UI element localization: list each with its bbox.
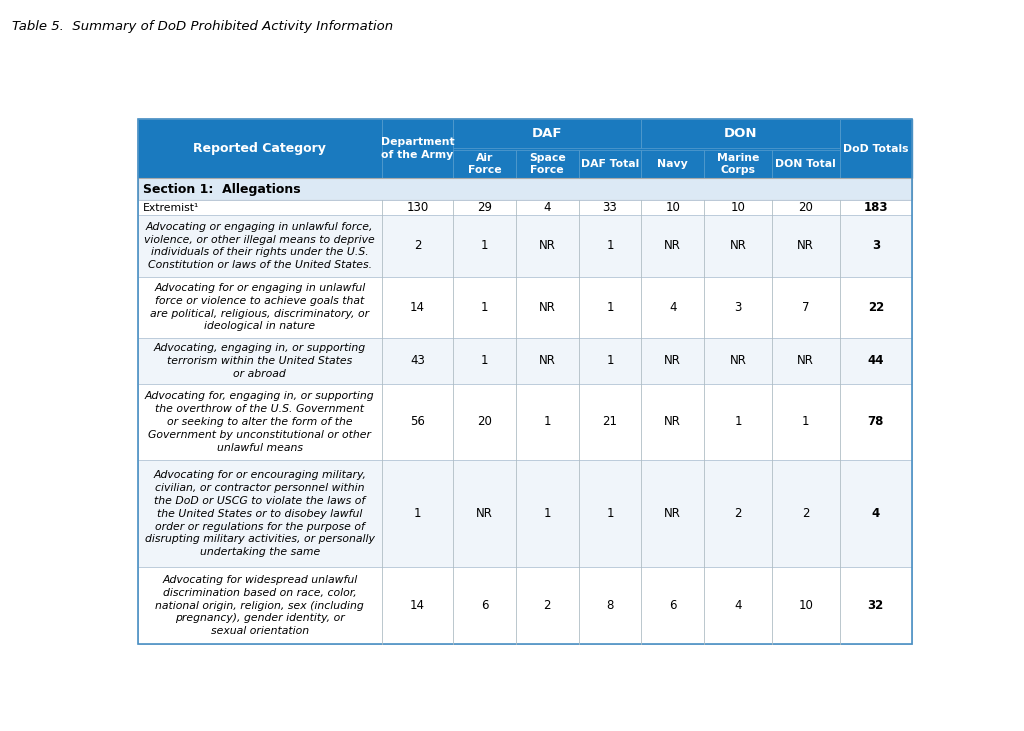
Text: 1: 1 (480, 355, 488, 367)
Text: 6: 6 (669, 599, 677, 612)
Text: 29: 29 (477, 201, 492, 214)
Bar (840, 119, 912, 178)
Text: NR: NR (729, 355, 746, 367)
Text: 6: 6 (480, 599, 488, 612)
Bar (137, 338, 912, 384)
Text: 1: 1 (606, 355, 613, 367)
Text: Advocating or engaging in unlawful force,
violence, or other illegal means to de: Advocating or engaging in unlawful force… (144, 221, 375, 270)
Bar (137, 200, 912, 216)
Text: 10: 10 (799, 599, 813, 612)
Text: Advocating for widespread unlawful
discrimination based on race, color,
national: Advocating for widespread unlawful discr… (156, 575, 365, 636)
Text: NR: NR (665, 355, 681, 367)
Text: Advocating for, engaging in, or supporting
the overthrow of the U.S. Government
: Advocating for, engaging in, or supporti… (145, 391, 375, 452)
Text: 4: 4 (669, 300, 677, 314)
Text: 8: 8 (606, 599, 613, 612)
Text: NR: NR (729, 240, 746, 252)
Text: 4: 4 (544, 201, 551, 214)
Text: 1: 1 (480, 300, 488, 314)
Bar (516, 150, 579, 178)
Bar (705, 150, 772, 178)
Text: DON: DON (724, 127, 757, 140)
Text: 4: 4 (871, 507, 880, 520)
Bar (382, 119, 453, 178)
Text: Space
Force: Space Force (528, 153, 565, 175)
Text: 4: 4 (734, 599, 741, 612)
Text: 1: 1 (544, 507, 551, 520)
Text: DAF: DAF (532, 127, 562, 140)
Text: 2: 2 (414, 240, 421, 252)
Text: 183: 183 (863, 201, 888, 214)
Text: NR: NR (665, 507, 681, 520)
Bar (137, 567, 912, 644)
Text: 1: 1 (480, 240, 488, 252)
Text: Extremist¹: Extremist¹ (143, 202, 200, 213)
Text: 3: 3 (871, 240, 880, 252)
Text: 43: 43 (411, 355, 425, 367)
Text: 20: 20 (799, 201, 813, 214)
Text: Air
Force: Air Force (468, 153, 502, 175)
Text: 44: 44 (867, 355, 884, 367)
Text: DoD Totals: DoD Totals (843, 144, 908, 154)
Text: NR: NR (539, 240, 556, 252)
Text: NR: NR (665, 415, 681, 428)
Text: Advocating for or engaging in unlawful
force or violence to achieve goals that
a: Advocating for or engaging in unlawful f… (151, 283, 370, 331)
Bar (641, 119, 840, 148)
Text: 1: 1 (606, 240, 613, 252)
Bar (137, 276, 912, 338)
Text: 2: 2 (802, 507, 809, 520)
Text: 130: 130 (407, 201, 429, 214)
Bar (453, 119, 641, 148)
Text: 33: 33 (603, 201, 617, 214)
Text: 20: 20 (477, 415, 492, 428)
Text: Advocating, engaging in, or supporting
terrorism within the United States
or abr: Advocating, engaging in, or supporting t… (154, 343, 366, 379)
Text: NR: NR (539, 300, 556, 314)
Text: 1: 1 (606, 507, 613, 520)
Text: 14: 14 (410, 599, 425, 612)
Text: 22: 22 (867, 300, 884, 314)
Bar (137, 216, 912, 276)
Text: NR: NR (476, 507, 493, 520)
Text: 1: 1 (606, 300, 613, 314)
Text: DAF Total: DAF Total (581, 159, 639, 169)
Text: 78: 78 (867, 415, 884, 428)
Text: Marine
Corps: Marine Corps (717, 153, 759, 175)
Bar (579, 150, 641, 178)
Text: 32: 32 (867, 599, 884, 612)
Text: DON Total: DON Total (775, 159, 836, 169)
Bar (641, 150, 705, 178)
Text: 10: 10 (666, 201, 680, 214)
Bar (772, 150, 840, 178)
Text: 1: 1 (544, 415, 551, 428)
Text: 2: 2 (544, 599, 551, 612)
Text: Department
of the Army: Department of the Army (381, 137, 455, 160)
Text: NR: NR (798, 355, 814, 367)
Text: Section 1:  Allegations: Section 1: Allegations (143, 183, 301, 196)
Bar (453, 150, 516, 178)
Text: 14: 14 (410, 300, 425, 314)
Text: 10: 10 (730, 201, 745, 214)
Text: Advocating for or encouraging military,
civilian, or contractor personnel within: Advocating for or encouraging military, … (144, 470, 375, 557)
Text: Table 5.  Summary of DoD Prohibited Activity Information: Table 5. Summary of DoD Prohibited Activ… (12, 20, 393, 34)
Text: 2: 2 (734, 507, 741, 520)
Text: 3: 3 (734, 300, 741, 314)
Bar (137, 384, 912, 461)
Bar (137, 119, 382, 178)
Text: NR: NR (539, 355, 556, 367)
Text: 1: 1 (414, 507, 421, 520)
Bar (137, 461, 912, 567)
Text: 1: 1 (734, 415, 741, 428)
Text: NR: NR (665, 240, 681, 252)
Bar (137, 178, 912, 200)
Bar (137, 119, 912, 178)
Text: Reported Category: Reported Category (194, 143, 327, 155)
Text: NR: NR (798, 240, 814, 252)
Text: Navy: Navy (657, 159, 688, 169)
Text: 21: 21 (602, 415, 617, 428)
Text: 1: 1 (802, 415, 809, 428)
Text: 56: 56 (411, 415, 425, 428)
Text: 7: 7 (802, 300, 809, 314)
